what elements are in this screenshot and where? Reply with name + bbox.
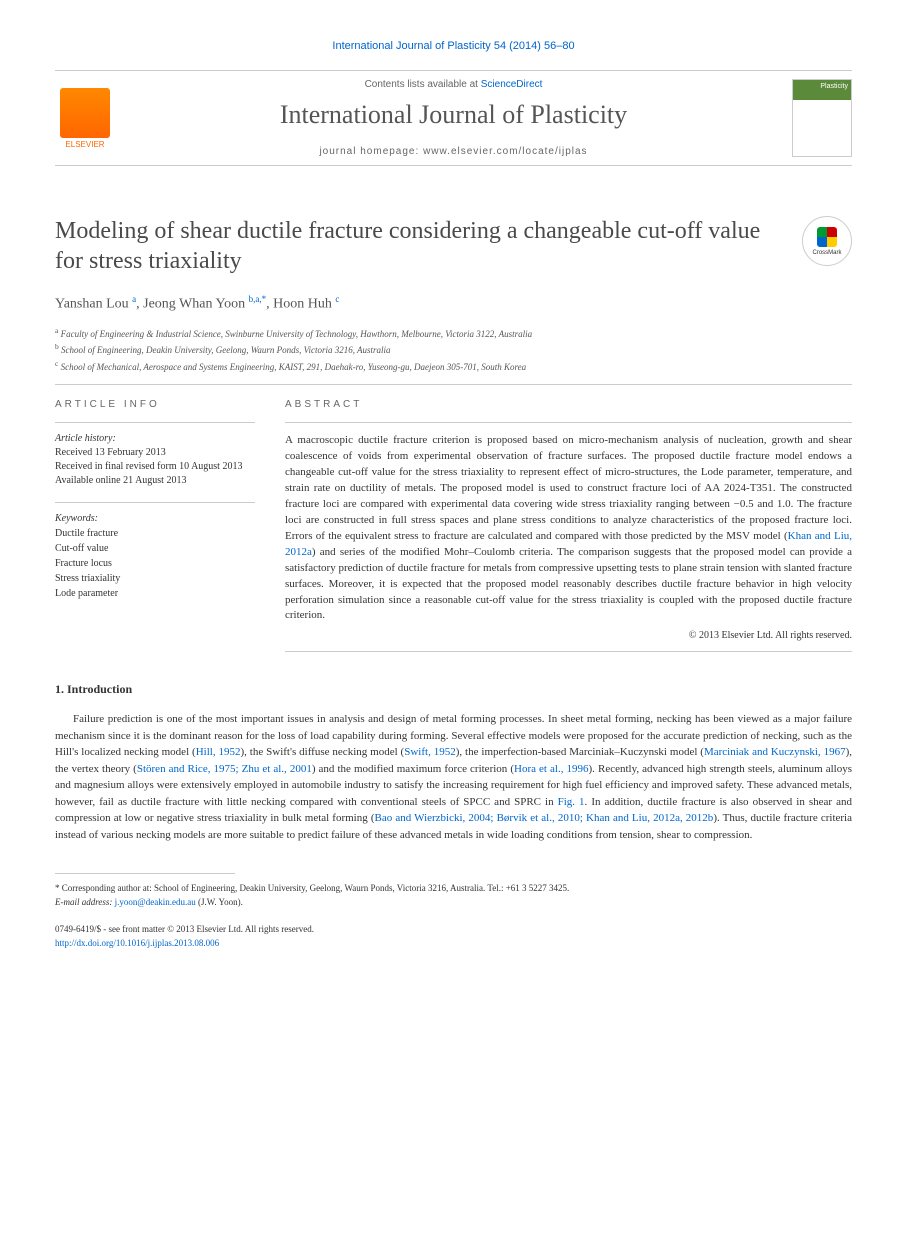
ref-link[interactable]: Bao and Wierzbicki, 2004; Børvik et al.,… (375, 812, 714, 824)
abstract-text: A macroscopic ductile fracture criterion… (285, 433, 852, 624)
body-part: ), the Swift's diffuse necking model ( (240, 746, 404, 758)
cover-banner: Plasticity (793, 80, 851, 100)
affiliations: a Faculty of Engineering & Industrial Sc… (55, 325, 852, 375)
body-part: ), the imperfection-based Marciniak–Kucz… (456, 746, 704, 758)
article-info-column: ARTICLE INFO Article history: Received 1… (55, 399, 255, 652)
abstract-header: ABSTRACT (285, 399, 852, 410)
divider (55, 384, 852, 385)
author-name: Hoon Huh (273, 297, 332, 312)
keywords-label: Keywords: (55, 513, 255, 524)
doi-link[interactable]: http://dx.doi.org/10.1016/j.ijplas.2013.… (55, 938, 219, 948)
sciencedirect-link[interactable]: ScienceDirect (481, 79, 543, 90)
authors-line: Yanshan Lou a, Jeong Whan Yoon b,a,*, Ho… (55, 294, 852, 313)
abstract-part: ) and series of the modified Mohr–Coulom… (285, 546, 852, 622)
divider (285, 651, 852, 652)
keywords-list: Ductile fracture Cut-off value Fracture … (55, 526, 255, 601)
keyword-item: Fracture locus (55, 556, 255, 571)
history-label: Article history: (55, 433, 255, 444)
section-heading: 1. Introduction (55, 682, 852, 697)
aff-sup: a (55, 326, 58, 335)
elsevier-tree-icon (60, 88, 110, 138)
divider (285, 422, 852, 423)
keyword-item: Ductile fracture (55, 526, 255, 541)
keyword-item: Cut-off value (55, 541, 255, 556)
footnote-divider (55, 873, 235, 874)
crossmark-badge[interactable]: CrossMark (802, 216, 852, 266)
elsevier-logo: ELSEVIER (55, 79, 115, 157)
homepage-url[interactable]: www.elsevier.com/locate/ijplas (423, 146, 588, 157)
crossmark-label: CrossMark (812, 250, 841, 256)
crossmark-icon (817, 227, 837, 247)
aff-text: School of Engineering, Deakin University… (61, 345, 391, 355)
abstract-copyright: © 2013 Elsevier Ltd. All rights reserved… (285, 630, 852, 641)
intro-paragraph: Failure prediction is one of the most im… (55, 711, 852, 843)
author-sup: a (132, 294, 136, 304)
homepage-line: journal homepage: www.elsevier.com/locat… (135, 146, 772, 157)
footer-meta: 0749-6419/$ - see front matter © 2013 El… (55, 923, 852, 950)
ref-link[interactable]: Hora et al., 1996 (514, 763, 589, 775)
issn-line: 0749-6419/$ - see front matter © 2013 El… (55, 923, 852, 937)
abstract-part: A macroscopic ductile fracture criterion… (285, 434, 852, 542)
email-label: E-mail address: (55, 897, 115, 907)
header-center: Contents lists available at ScienceDirec… (115, 79, 792, 157)
contents-prefix: Contents lists available at (365, 79, 481, 90)
aff-text: School of Mechanical, Aerospace and Syst… (61, 362, 527, 372)
contents-line: Contents lists available at ScienceDirec… (135, 79, 772, 90)
ref-link[interactable]: Hill, 1952 (196, 746, 241, 758)
affiliation-row: b School of Engineering, Deakin Universi… (55, 341, 852, 358)
abstract-column: ABSTRACT A macroscopic ductile fracture … (285, 399, 852, 652)
publisher-name: ELSEVIER (65, 140, 104, 149)
ref-link[interactable]: Marciniak and Kuczynski, 1967 (704, 746, 846, 758)
author-name: Yanshan Lou (55, 297, 129, 312)
aff-sup: c (55, 359, 58, 368)
author-email[interactable]: j.yoon@deakin.edu.au (115, 897, 196, 907)
author-name: Jeong Whan Yoon (143, 297, 245, 312)
article-title: Modeling of shear ductile fracture consi… (55, 216, 782, 276)
keyword-item: Lode parameter (55, 586, 255, 601)
affiliation-row: a Faculty of Engineering & Industrial Sc… (55, 325, 852, 342)
corresponding-text: * Corresponding author at: School of Eng… (55, 882, 852, 896)
citation-line: International Journal of Plasticity 54 (… (55, 40, 852, 52)
affiliation-row: c School of Mechanical, Aerospace and Sy… (55, 358, 852, 375)
journal-header: ELSEVIER Contents lists available at Sci… (55, 70, 852, 166)
keyword-item: Stress triaxiality (55, 571, 255, 586)
history-text: Received 13 February 2013 Received in fi… (55, 446, 255, 488)
homepage-prefix: journal homepage: (319, 146, 423, 157)
ref-link[interactable]: Stören and Rice, 1975; Zhu et al., 2001 (137, 763, 312, 775)
cover-thumbnail: Plasticity (792, 79, 852, 157)
ref-link[interactable]: Fig. 1 (558, 796, 585, 808)
author-sup: c (335, 294, 339, 304)
body-part: ) and the modified maximum force criteri… (312, 763, 514, 775)
aff-text: Faculty of Engineering & Industrial Scie… (61, 329, 533, 339)
corresponding-author: * Corresponding author at: School of Eng… (55, 882, 852, 909)
article-info-header: ARTICLE INFO (55, 399, 255, 410)
email-suffix: (J.W. Yoon). (196, 897, 243, 907)
author-sup: b,a,* (249, 294, 267, 304)
ref-link[interactable]: Swift, 1952 (404, 746, 456, 758)
aff-sup: b (55, 342, 59, 351)
divider (55, 502, 255, 503)
divider (55, 422, 255, 423)
journal-name: International Journal of Plasticity (135, 100, 772, 130)
